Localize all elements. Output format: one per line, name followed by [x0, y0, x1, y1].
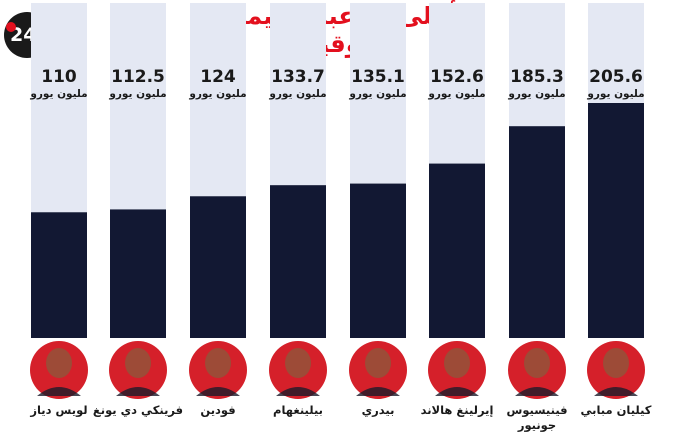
player-face-7 — [524, 348, 550, 378]
value-label-3: 124 — [200, 67, 236, 87]
player-face-8 — [603, 348, 629, 378]
bar-8 — [588, 103, 644, 338]
unit-label-6: مليون يورو — [427, 88, 485, 100]
player-shirt-5 — [356, 387, 400, 396]
unit-label-2: مليون يورو — [108, 88, 166, 100]
bar-3 — [190, 196, 246, 338]
bar-6 — [429, 163, 485, 338]
player-name-8: كيليان مبابي — [581, 403, 652, 417]
unit-label-5: مليون يورو — [348, 88, 406, 100]
bar-5 — [350, 183, 406, 338]
player-shirt-1 — [37, 387, 81, 396]
unit-label-3: مليون يورو — [188, 88, 246, 100]
unit-label-4: مليون يورو — [268, 88, 326, 100]
player-face-4 — [285, 348, 311, 378]
player-face-1 — [46, 348, 72, 378]
player-name-3: فودين — [200, 403, 235, 418]
value-label-5: 135.1 — [351, 67, 405, 87]
player-face-6 — [444, 348, 470, 378]
unit-label-8: مليون يورو — [586, 88, 644, 100]
player-shirt-2 — [116, 387, 160, 396]
unit-label-1: مليون يورو — [29, 88, 87, 100]
bar-7 — [509, 126, 565, 338]
player-name-4: بيلينغهام — [273, 403, 323, 417]
value-label-6: 152.6 — [430, 67, 484, 87]
logo-accent-dot — [6, 22, 16, 32]
value-label-7: 185.3 — [510, 67, 564, 87]
value-label-4: 133.7 — [271, 67, 325, 87]
player-name-1: لويس دياز — [29, 403, 87, 418]
bar-4 — [270, 185, 326, 338]
player-name-7: فينيسيوس جونيور — [506, 403, 567, 433]
player-shirt-6 — [435, 387, 479, 396]
player-shirt-8 — [594, 387, 638, 396]
player-name-5: بيدري — [362, 403, 395, 417]
player-face-2 — [125, 348, 151, 378]
player-shirt-7 — [515, 387, 559, 396]
value-label-8: 205.6 — [589, 67, 643, 87]
player-name-6: إيرلينغ هالاند — [421, 403, 494, 417]
player-shirt-3 — [196, 387, 240, 396]
value-label-1: 110 — [41, 67, 77, 87]
player-face-5 — [365, 348, 391, 378]
bar-2 — [110, 209, 166, 338]
bar-1 — [31, 212, 87, 338]
player-name-2: فرينكي دي يونغ — [93, 403, 183, 418]
unit-label-7: مليون يورو — [507, 88, 565, 100]
player-face-3 — [205, 348, 231, 378]
value-label-2: 112.5 — [111, 67, 165, 87]
player-shirt-4 — [276, 387, 320, 396]
